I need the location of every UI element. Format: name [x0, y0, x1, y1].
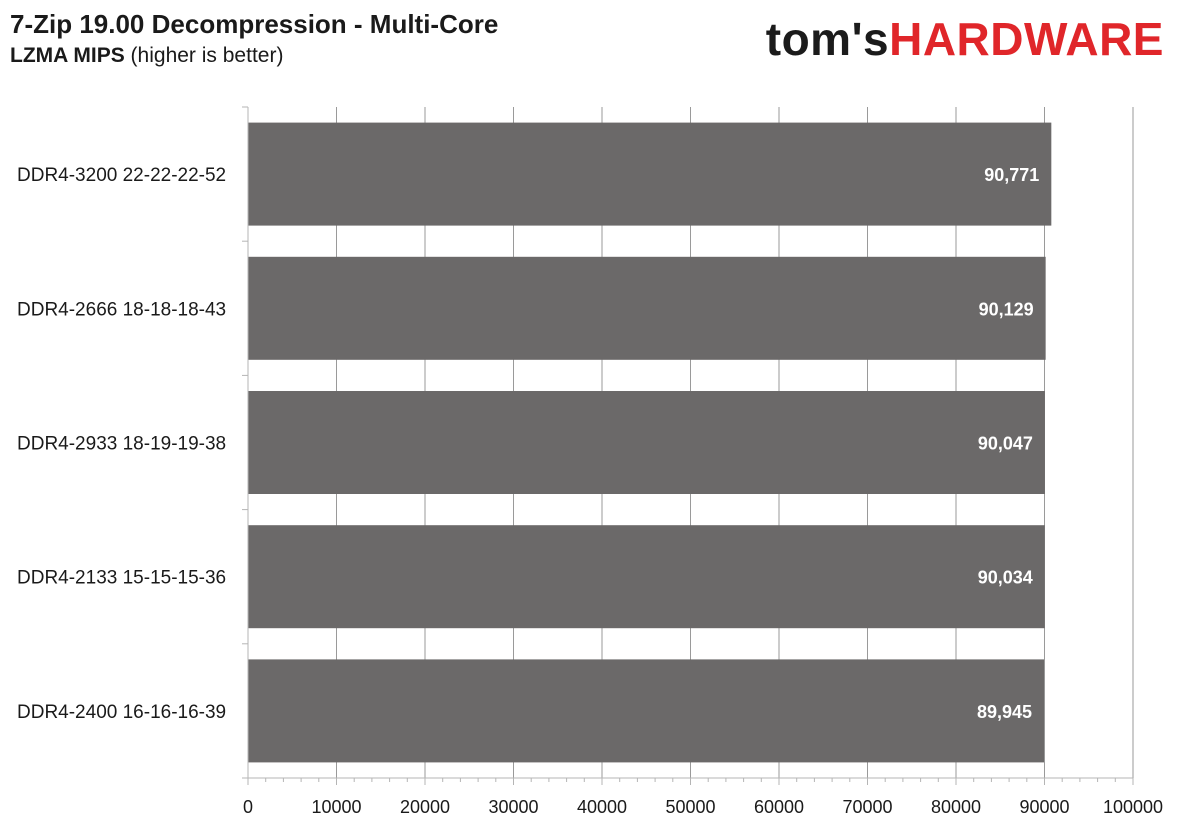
category-label: DDR4-2933 18-19-19-38	[17, 434, 226, 455]
x-tick-label: 20000	[400, 797, 450, 817]
category-label: DDR4-2666 18-18-18-43	[17, 299, 226, 320]
labels: 0 10000 20000 30000 40000 50000 60000 70000 8000…	[17, 165, 1163, 817]
subtitle-metric: LZMA MIPS	[10, 44, 125, 67]
category-label: DDR4-3200 22-22-22-52	[17, 165, 226, 186]
chart-title: 7-Zip 19.00 Decompression - Multi-Core	[10, 9, 499, 39]
data-label: 90,129	[979, 299, 1034, 319]
toms-hardware-logo: tom'sHARDWARE	[766, 12, 1164, 66]
bar	[248, 122, 1052, 226]
bar	[248, 391, 1045, 494]
x-tick-label: 70000	[842, 797, 892, 817]
logo-part-toms: tom's	[765, 13, 890, 65]
data-label: 89,945	[977, 702, 1032, 722]
data-label: 90,047	[978, 434, 1033, 454]
x-tick-label: 40000	[577, 797, 627, 817]
x-tick-label: 50000	[665, 797, 715, 817]
category-label: DDR4-2133 15-15-15-36	[17, 568, 226, 589]
bars	[248, 122, 1052, 763]
logo-part-hardware: HARDWARE	[889, 13, 1164, 65]
x-tick-label: 30000	[488, 797, 538, 817]
bar	[248, 256, 1046, 360]
axes	[242, 106, 1134, 785]
subtitle-note: (higher is better)	[124, 44, 284, 67]
x-tick-label: 60000	[754, 797, 804, 817]
x-tick-label: 80000	[931, 797, 981, 817]
x-tick-label: 90000	[1019, 797, 1069, 817]
bar	[248, 525, 1045, 629]
x-tick-label: 100000	[1103, 797, 1163, 817]
chart-subtitle: LZMA MIPS (higher is better)	[10, 44, 283, 68]
data-label: 90,034	[978, 568, 1033, 588]
data-label: 90,771	[984, 165, 1039, 185]
x-tick-label: 10000	[311, 797, 361, 817]
x-tick-label: 0	[243, 797, 253, 817]
category-label: DDR4-2400 16-16-16-39	[17, 702, 226, 723]
bar	[248, 659, 1045, 763]
